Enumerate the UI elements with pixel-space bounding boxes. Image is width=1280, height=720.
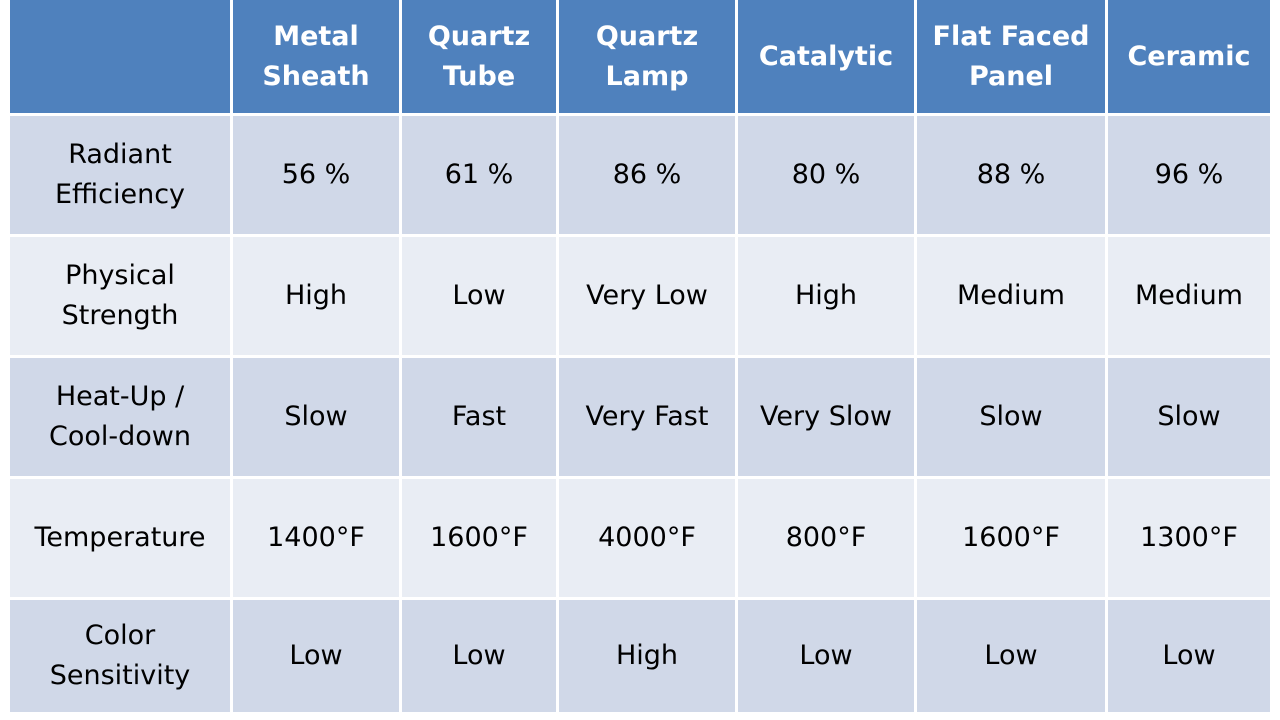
table-cell: Slow bbox=[1108, 358, 1270, 476]
table-cell: Low bbox=[1108, 600, 1270, 712]
column-header: Metal Sheath bbox=[233, 0, 399, 113]
table-cell: 1300°F bbox=[1108, 479, 1270, 597]
table-cell: Low bbox=[233, 600, 399, 712]
table-cell: Very Low bbox=[559, 237, 735, 355]
column-header: Ceramic bbox=[1108, 0, 1270, 113]
column-header: Quartz Lamp bbox=[559, 0, 735, 113]
table-cell: 88 % bbox=[917, 116, 1105, 234]
table-cell: 4000°F bbox=[559, 479, 735, 597]
column-header: Flat Faced Panel bbox=[917, 0, 1105, 113]
table-cell: Low bbox=[917, 600, 1105, 712]
table-cell: Fast bbox=[402, 358, 556, 476]
table-cell: Very Slow bbox=[738, 358, 914, 476]
table-cell: Low bbox=[738, 600, 914, 712]
table-cell: High bbox=[738, 237, 914, 355]
table-cell: Slow bbox=[233, 358, 399, 476]
table-cell: 800°F bbox=[738, 479, 914, 597]
table-cell: 1600°F bbox=[917, 479, 1105, 597]
table-cell: 61 % bbox=[402, 116, 556, 234]
table-cell: 1400°F bbox=[233, 479, 399, 597]
column-header: Quartz Tube bbox=[402, 0, 556, 113]
table-cell: High bbox=[559, 600, 735, 712]
row-label: Radiant Efficiency bbox=[10, 116, 230, 234]
table-cell: Low bbox=[402, 237, 556, 355]
table-cell: Medium bbox=[1108, 237, 1270, 355]
table-cell: Slow bbox=[917, 358, 1105, 476]
table-cell: 96 % bbox=[1108, 116, 1270, 234]
row-label: Temperature bbox=[10, 479, 230, 597]
table-cell: High bbox=[233, 237, 399, 355]
table-cell: 1600°F bbox=[402, 479, 556, 597]
table-cell: 80 % bbox=[738, 116, 914, 234]
table-cell: 56 % bbox=[233, 116, 399, 234]
row-label: Physical Strength bbox=[10, 237, 230, 355]
table-cell: Medium bbox=[917, 237, 1105, 355]
row-label: Heat-Up / Cool-down bbox=[10, 358, 230, 476]
table-cell: 86 % bbox=[559, 116, 735, 234]
row-label: Color Sensitivity bbox=[10, 600, 230, 712]
table-cell: Low bbox=[402, 600, 556, 712]
corner-cell bbox=[10, 0, 230, 113]
comparison-table: Metal Sheath Quartz Tube Quartz Lamp Cataly… bbox=[10, 0, 1270, 712]
column-header: Catalytic bbox=[738, 0, 914, 113]
table-cell: Very Fast bbox=[559, 358, 735, 476]
